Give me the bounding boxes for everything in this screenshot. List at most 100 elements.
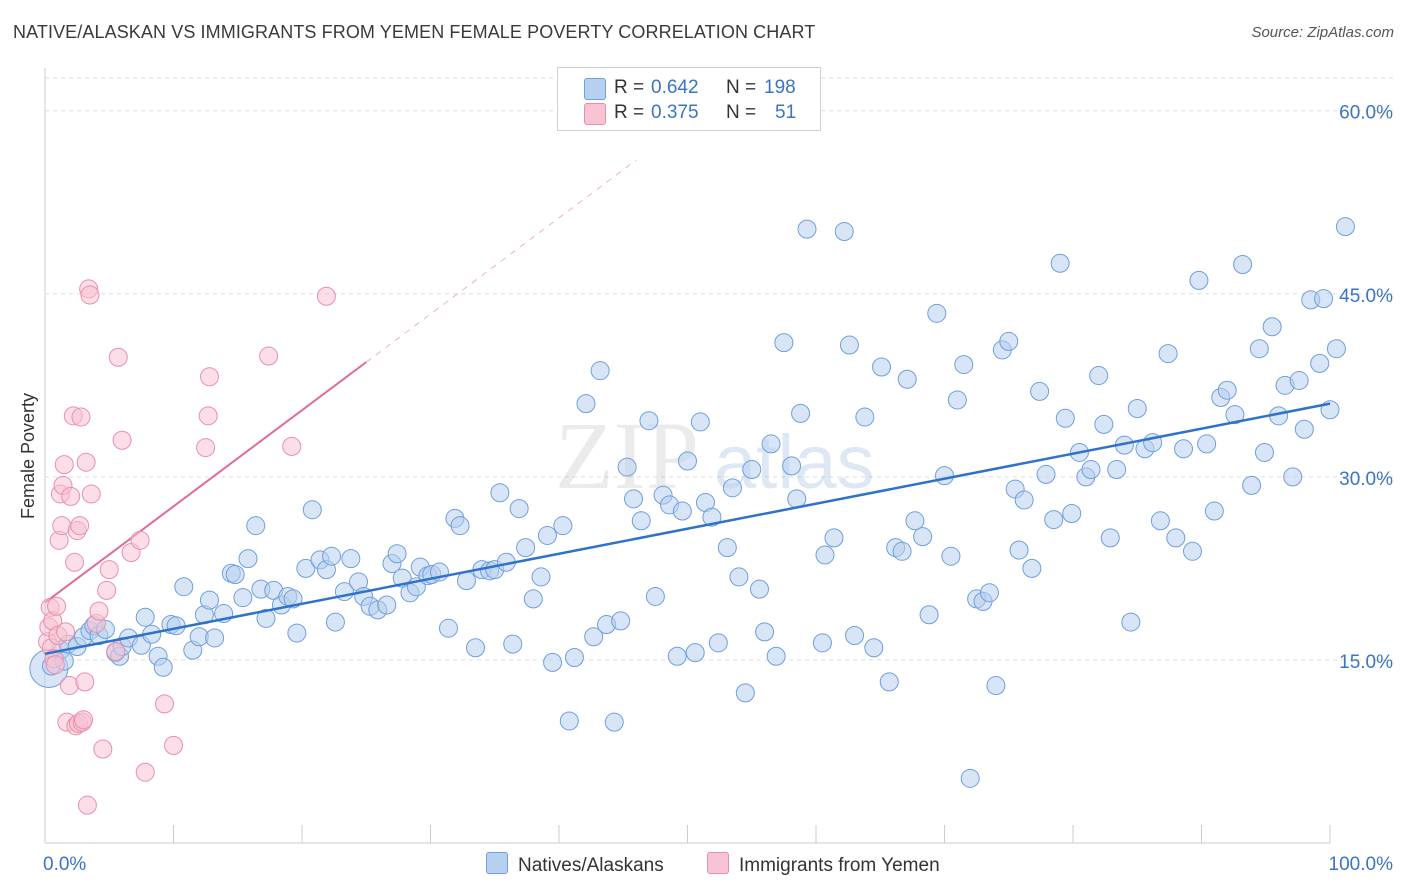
- blue-point: [199, 590, 219, 610]
- blue-point: [947, 390, 967, 410]
- blue-point: [845, 626, 865, 646]
- blue-point: [322, 546, 342, 566]
- chart-title: NATIVE/ALASKAN VS IMMIGRANTS FROM YEMEN …: [13, 22, 816, 42]
- legend-n-label: N =: [726, 102, 757, 123]
- blue-point: [341, 549, 361, 569]
- blue-point: [490, 483, 510, 503]
- blue-point: [553, 516, 573, 536]
- pink-point: [81, 484, 101, 504]
- bottom-legend-swatch-pink: [707, 852, 729, 874]
- watermark-zip: ZIP: [555, 402, 699, 509]
- blue-point: [1094, 414, 1114, 434]
- pink-point: [199, 367, 219, 387]
- blue-points: [29, 217, 1355, 788]
- blue-point: [1314, 289, 1334, 309]
- blue-point: [905, 511, 925, 531]
- blue-point: [559, 711, 579, 731]
- pink-point: [80, 285, 100, 305]
- blue-point: [797, 219, 817, 239]
- blue-point: [791, 403, 811, 423]
- blue-point: [1158, 344, 1178, 364]
- blue-point: [897, 369, 917, 389]
- blue-point: [749, 579, 769, 599]
- y-tick-label: 60.0%: [1339, 103, 1393, 124]
- blue-point: [523, 589, 543, 609]
- blue-point: [1289, 370, 1309, 390]
- blue-point: [639, 411, 659, 431]
- pink-point: [196, 438, 216, 458]
- blue-point: [631, 511, 651, 531]
- blue-point: [225, 564, 245, 584]
- pink-point: [282, 436, 302, 456]
- blue-point: [287, 623, 307, 643]
- blue-point: [761, 434, 781, 454]
- blue-trend-line: [44, 402, 1331, 656]
- pink-point: [76, 452, 96, 472]
- blue-point: [742, 460, 762, 480]
- blue-point: [1174, 439, 1194, 459]
- blue-point: [135, 607, 155, 627]
- blue-point: [325, 612, 345, 632]
- blue-point: [302, 500, 322, 520]
- blue-point: [812, 633, 832, 653]
- legend-r-value-blue: 0.642: [651, 77, 699, 98]
- blue-point: [1044, 510, 1064, 530]
- blue-point: [246, 516, 266, 536]
- pink-point: [54, 455, 74, 475]
- blue-point: [456, 571, 476, 591]
- blue-point: [960, 768, 980, 788]
- blue-point: [1242, 475, 1262, 495]
- blue-point: [1166, 528, 1186, 548]
- blue-point: [855, 407, 875, 427]
- blue-point: [205, 628, 225, 648]
- blue-point: [815, 545, 835, 565]
- pink-point: [135, 762, 155, 782]
- blue-point: [879, 672, 899, 692]
- blue-point: [927, 303, 947, 323]
- blue-point: [576, 394, 596, 414]
- blue-point: [685, 643, 705, 663]
- y-tick-label: 45.0%: [1339, 286, 1393, 307]
- blue-point: [1036, 464, 1056, 484]
- blue-point: [590, 361, 610, 381]
- watermark: ZIP atlas: [555, 402, 875, 509]
- legend-r-label: R =: [614, 102, 645, 123]
- blue-point: [233, 588, 253, 608]
- blue-point: [717, 538, 737, 558]
- x-tick-label-max: 100.0%: [1329, 854, 1394, 875]
- blue-point: [503, 634, 523, 654]
- blue-point: [672, 501, 692, 521]
- bottom-legend-label-natives: Natives/Alaskans: [518, 855, 664, 876]
- blue-point: [1310, 353, 1330, 373]
- pink-point: [74, 710, 94, 730]
- blue-point: [624, 489, 644, 509]
- blue-point: [1189, 270, 1209, 290]
- pink-point: [45, 655, 65, 675]
- blue-point: [690, 412, 710, 432]
- pink-point: [259, 346, 279, 366]
- pink-point: [70, 516, 90, 536]
- pink-trend-group: [44, 159, 637, 604]
- blue-point: [509, 499, 529, 519]
- pink-trend-extension: [365, 159, 637, 363]
- pink-point: [65, 552, 85, 572]
- blue-point: [1233, 254, 1253, 274]
- legend-r-value-pink: 0.375: [651, 102, 699, 123]
- blue-point: [1050, 253, 1070, 273]
- blue-point: [238, 549, 258, 569]
- blue-point: [543, 652, 563, 672]
- blue-point: [979, 583, 999, 603]
- pink-point: [198, 406, 218, 426]
- pink-points: [38, 279, 336, 815]
- blue-point: [708, 633, 728, 653]
- blue-point: [1022, 558, 1042, 578]
- blue-point: [1204, 501, 1224, 521]
- pink-point: [130, 530, 150, 550]
- pink-point: [97, 580, 117, 600]
- x-tick-label-min: 0.0%: [43, 854, 86, 875]
- y-axis-label: Female Poverty: [18, 393, 38, 519]
- blue-point: [782, 456, 802, 476]
- blue-point: [1127, 399, 1147, 419]
- blue-point: [296, 558, 316, 578]
